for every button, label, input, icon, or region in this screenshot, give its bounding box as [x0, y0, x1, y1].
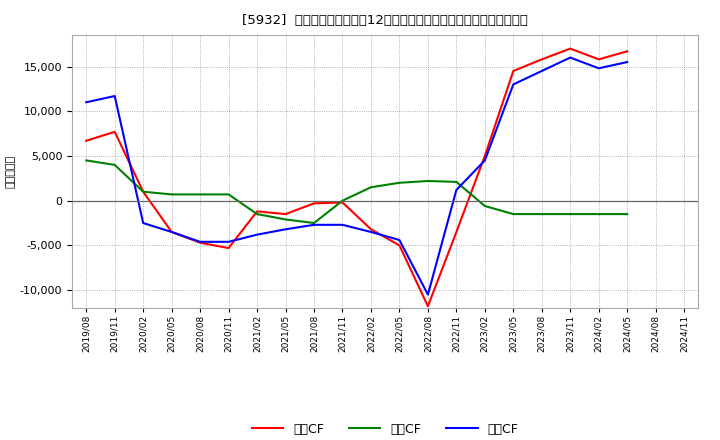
投資CF — [595, 212, 603, 217]
フリCF — [225, 239, 233, 245]
営業CF — [423, 304, 432, 309]
投資CF — [196, 192, 204, 197]
投資CF — [566, 212, 575, 217]
フリCF — [82, 99, 91, 105]
営業CF — [537, 57, 546, 62]
投資CF — [423, 178, 432, 183]
営業CF — [338, 200, 347, 205]
フリCF — [509, 82, 518, 87]
Line: 営業CF: 営業CF — [86, 48, 627, 306]
営業CF — [82, 138, 91, 143]
投資CF — [623, 212, 631, 217]
営業CF — [282, 212, 290, 217]
投資CF — [82, 158, 91, 163]
フリCF — [366, 229, 375, 235]
フリCF — [395, 238, 404, 243]
フリCF — [537, 68, 546, 73]
フリCF — [452, 187, 461, 193]
フリCF — [110, 93, 119, 99]
Line: フリCF: フリCF — [86, 58, 627, 295]
投資CF — [509, 212, 518, 217]
営業CF — [623, 49, 631, 54]
営業CF — [196, 240, 204, 246]
投資CF — [537, 212, 546, 217]
営業CF — [310, 201, 318, 206]
営業CF — [253, 209, 261, 214]
フリCF — [167, 229, 176, 235]
フリCF — [310, 222, 318, 227]
営業CF — [395, 243, 404, 248]
Legend: 営業CF, 投資CF, フリCF: 営業CF, 投資CF, フリCF — [247, 418, 523, 440]
投資CF — [139, 189, 148, 194]
投資CF — [167, 192, 176, 197]
営業CF — [366, 227, 375, 232]
投資CF — [395, 180, 404, 185]
投資CF — [452, 179, 461, 184]
フリCF — [282, 227, 290, 232]
フリCF — [338, 222, 347, 227]
営業CF — [509, 68, 518, 73]
Title: [5932]  キャッシュフローの12か月移動合計の対前年同期増減額の推移: [5932] キャッシュフローの12か月移動合計の対前年同期増減額の推移 — [242, 14, 528, 27]
営業CF — [110, 129, 119, 135]
投資CF — [338, 198, 347, 203]
営業CF — [167, 229, 176, 235]
投資CF — [366, 185, 375, 190]
フリCF — [253, 232, 261, 237]
フリCF — [623, 59, 631, 65]
営業CF — [566, 46, 575, 51]
フリCF — [196, 239, 204, 245]
Y-axis label: （百万円）: （百万円） — [6, 155, 16, 188]
営業CF — [225, 246, 233, 251]
フリCF — [480, 158, 489, 163]
フリCF — [139, 220, 148, 226]
投資CF — [310, 220, 318, 226]
営業CF — [595, 57, 603, 62]
投資CF — [480, 203, 489, 209]
Line: 投資CF: 投資CF — [86, 161, 627, 223]
フリCF — [423, 292, 432, 297]
投資CF — [225, 192, 233, 197]
営業CF — [480, 153, 489, 158]
営業CF — [139, 189, 148, 194]
投資CF — [110, 162, 119, 168]
営業CF — [452, 229, 461, 235]
フリCF — [566, 55, 575, 60]
フリCF — [595, 66, 603, 71]
投資CF — [282, 217, 290, 222]
投資CF — [253, 212, 261, 217]
